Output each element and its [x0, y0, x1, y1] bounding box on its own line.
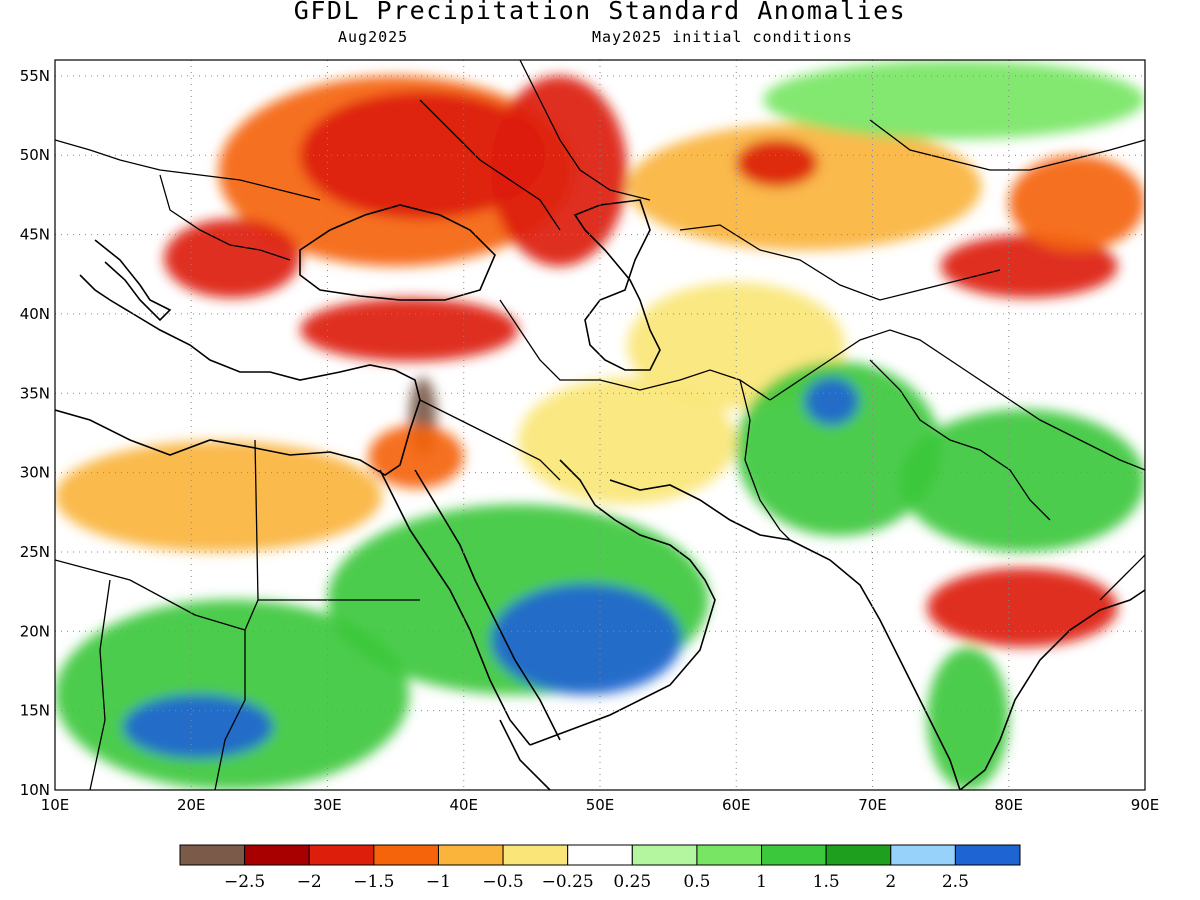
lon-tick-label: 50E — [586, 796, 615, 814]
colorbar: −2.5 −2 −1.5 −1 −0.5 −0.25 0.25 0.5 1 1.5 2 2.5 — [179, 844, 1021, 892]
coastlines-and-borders — [55, 60, 1145, 790]
lon-tick-label: 30E — [313, 796, 342, 814]
lon-tick-label: 20E — [177, 796, 206, 814]
colorbar-label: 2.5 — [942, 872, 969, 892]
colorbar-swatch — [761, 844, 827, 866]
anomaly-region-libya-egypt-dry — [55, 440, 382, 552]
colorbar-swatch — [179, 844, 246, 866]
lat-tick-label: 15N — [20, 702, 50, 720]
lat-tick-label: 45N — [20, 226, 50, 244]
colorbar-swatch — [502, 844, 569, 866]
anomaly-region-afghanistan-pakistan-wet — [736, 361, 941, 537]
anomaly-region-volga-caucasus-dry — [491, 75, 628, 267]
anomaly-region-kazakhstan-mixed — [627, 123, 982, 251]
colorbar-swatch — [567, 844, 633, 866]
anomaly-region-south-india-wet — [927, 647, 1009, 790]
anomaly-region-india-north-wet — [899, 409, 1145, 552]
colorbar-swatch — [308, 844, 375, 866]
lon-tick-label: 80E — [994, 796, 1023, 814]
colorbar-label: 1 — [756, 872, 767, 892]
colorbar-label: −0.25 — [542, 872, 594, 892]
lat-tick-label: 35N — [20, 384, 50, 402]
anomaly-region-arabia-south-wet — [491, 583, 682, 695]
colorbar-swatch — [437, 844, 504, 866]
colorbar-label: −0.5 — [482, 872, 523, 892]
colorbar-label: 0.25 — [613, 872, 651, 892]
forecast-month: Aug2025 — [338, 28, 409, 46]
anomaly-region-ukraine-russia-core — [300, 91, 546, 219]
colorbar-label: −1 — [426, 872, 451, 892]
lat-tick-label: 50N — [20, 146, 50, 164]
colorbar-label: 0.5 — [683, 872, 710, 892]
lon-tick-label: 70E — [858, 796, 887, 814]
anomaly-region-mongolia-dry — [1008, 155, 1145, 251]
colorbar-swatch — [631, 844, 698, 866]
lon-tick-label: 60E — [722, 796, 751, 814]
lon-tick-label: 40E — [449, 796, 478, 814]
lat-tick-label: 25N — [20, 543, 50, 561]
lat-tick-label: 40N — [20, 305, 50, 323]
anomaly-region-kazakh-dry-spot — [736, 139, 818, 187]
initial-conditions-label: May2025 initial conditions — [592, 28, 853, 46]
map-title: GFDL Precipitation Standard Anomalies — [293, 0, 907, 25]
lat-tick-label: 55N — [20, 67, 50, 85]
colorbar-swatch — [373, 844, 439, 866]
colorbar-swatch — [696, 844, 763, 866]
colorbar-label: −2 — [297, 872, 322, 892]
anomaly-region-sahel-very-wet — [123, 694, 273, 759]
lat-tick-label: 10N — [20, 781, 50, 799]
anomaly-shading — [55, 60, 1145, 790]
colorbar-label: −1.5 — [353, 872, 394, 892]
plot-frame — [54, 59, 1146, 791]
lon-tick-label: 10E — [41, 796, 70, 814]
anomaly-region-xinjiang-dry — [940, 234, 1118, 299]
anomaly-region-western-siberia-wet — [763, 60, 1145, 140]
colorbar-swatch — [890, 844, 956, 866]
anomaly-region-east-med-dry — [368, 425, 464, 489]
colorbar-label: 1.5 — [813, 872, 840, 892]
lon-tick-label: 90E — [1131, 796, 1160, 814]
colorbar-swatch — [244, 844, 310, 866]
colorbar-swatch — [954, 844, 1021, 866]
colorbar-swatch — [825, 844, 892, 866]
lat-tick-label: 30N — [20, 464, 50, 482]
colorbar-label: 2 — [885, 872, 896, 892]
anomaly-region-afghanistan-very-wet — [804, 377, 859, 425]
anomaly-region-balkans-dry — [164, 218, 301, 299]
axis-ticks: 10E 20E 30E 40E 50E 60E 70E 80E 90E 10N 15N 20N 25N 3… — [20, 67, 1160, 814]
anomaly-region-sudan-chad-wet — [55, 599, 410, 790]
anomaly-region-central-india-dry — [927, 567, 1118, 648]
lat-tick-label: 20N — [20, 622, 50, 640]
colorbar-label: −2.5 — [224, 872, 265, 892]
anomaly-region-turkey-dry — [300, 298, 519, 362]
